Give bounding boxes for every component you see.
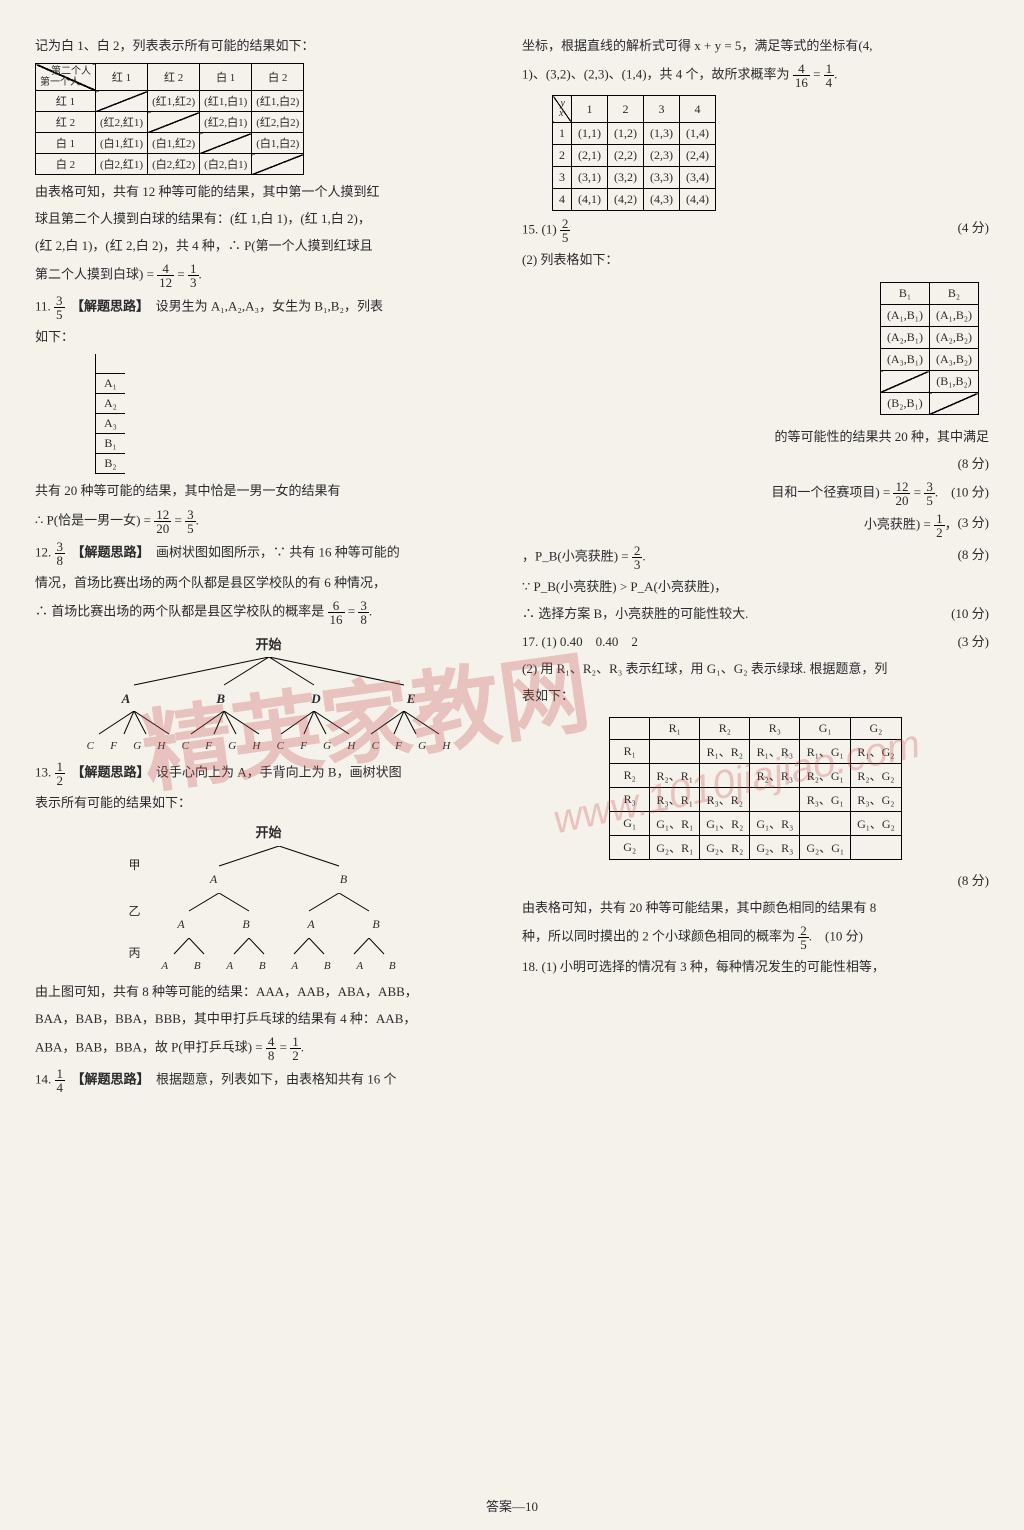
- q16-p2: ，P_B(小亮获胜) = 23.(8 分): [522, 544, 989, 571]
- two-column-layout: 记为白 1、白 2，列表表示所有可能的结果如下： 第二个人第一个人 红 1 红 …: [35, 30, 989, 1099]
- q10-p3: (红 2,白 1)，(红 2,白 2)，共 4 种，∴ P(第一个人摸到红球且: [35, 235, 502, 257]
- q11-list-table: A₁ A₂ A₃ B₁ B₂: [95, 354, 125, 474]
- q17-table: R₁R₂R₃G₁G₂ R₁R₁、R₂R₁、R₃R₁、G₁R₁、G₂ R₂R₂、R…: [609, 717, 902, 860]
- q17-2: (2) 用 R₁、R₂、R₃ 表示红球，用 G₁、G₂ 表示绿球. 根据题意，列: [522, 658, 989, 680]
- q10-col-1: 红 2: [148, 64, 200, 91]
- tree13-root: 开始: [35, 822, 502, 841]
- q15-2: (2) 列表格如下：: [522, 249, 989, 271]
- tree12-svg1: [79, 657, 459, 687]
- q17-1: 17. (1) 0.40 0.40 2(3 分): [522, 631, 989, 653]
- q10-row-1: 红 2: [36, 112, 96, 133]
- q16-p4: ∴ 选择方案 B，小亮获胜的可能性较大.(10 分): [522, 603, 989, 625]
- q15-table: B₁B₂ (A₁,B₁)(A₁,B₂) (A₂,B₁)(A₂,B₂) (A₃,B…: [880, 282, 979, 415]
- q11-p2: ∴ P(恰是一男一女) = 1220 = 35.: [35, 508, 502, 535]
- q17-2b: 表如下：: [522, 685, 989, 707]
- q10-row-3: 白 2: [36, 154, 96, 175]
- q10-col-3: 白 2: [252, 64, 304, 91]
- q12-p2: ∴ 首场比赛出场的两个队都是县区学校队的概率是 616 = 38.: [35, 599, 502, 626]
- q16-p3: ∵ P_B(小亮获胜) > P_A(小亮获胜)，: [522, 576, 989, 598]
- left-column: 记为白 1、白 2，列表表示所有可能的结果如下： 第二个人第一个人 红 1 红 …: [35, 30, 502, 1099]
- q10-p4: 第二个人摸到白球) = 412 = 13.: [35, 262, 502, 289]
- q10-table: 第二个人第一个人 红 1 红 2 白 1 白 2 红 1(红1,红2)(红1,白…: [35, 63, 304, 175]
- q17-p2: 种，所以同时摸出的 2 个小球颜色相同的概率为 25. (10 分): [522, 924, 989, 951]
- tree-q13: 开始 甲 AB 乙 ABAB 丙 ABABABAB: [35, 822, 502, 973]
- q14-header: 14. 14 【解题思路】 根据题意，列表如下，由表格知共有 16 个: [35, 1067, 502, 1094]
- q10-col-2: 白 1: [200, 64, 252, 91]
- tree12-svg2: [79, 711, 459, 736]
- q10-row-2: 白 1: [36, 133, 96, 154]
- tree-q12: 开始 ABDE CFGH CFGH CFGH CFGH: [35, 634, 502, 752]
- q14-table: yx 1234 1(1,1)(1,2)(1,3)(1,4) 2(2,1)(2,2…: [552, 95, 716, 211]
- q10-col-0: 红 1: [96, 64, 148, 91]
- q10-intro: 记为白 1、白 2，列表表示所有可能的结果如下：: [35, 35, 502, 57]
- q17-pts2: (8 分): [522, 870, 989, 892]
- q10-p1: 由表格可知，共有 12 种等可能的结果，其中第一个人摸到红: [35, 181, 502, 203]
- q11-p1: 共有 20 种等可能的结果，其中恰是一男一女的结果有: [35, 480, 502, 502]
- page-footer: 答案—10: [0, 1496, 1024, 1515]
- q12-p1: 情况，首场比赛出场的两个队都是县区学校队的有 6 种情况，: [35, 572, 502, 594]
- q16-p1: 小亮获胜) = 12，(3 分): [522, 512, 989, 539]
- q15-p1pts: (8 分): [522, 453, 989, 475]
- q13-p2: BAA，BAB，BBA，BBB，其中甲打乒乓球的结果有 4 种：AAB，: [35, 1008, 502, 1030]
- q18: 18. (1) 小明可选择的情况有 3 种，每种情况发生的可能性相等，: [522, 956, 989, 978]
- q17-p1: 由表格可知，共有 20 种等可能结果，其中颜色相同的结果有 8: [522, 897, 989, 919]
- q11-body2: 如下：: [35, 326, 502, 348]
- q15-p1: 的等可能性的结果共 20 种，其中满足: [522, 426, 989, 448]
- q13-p3: ABA，BAB，BBA，故 P(甲打乒乓球) = 48 = 12.: [35, 1035, 502, 1062]
- q11-header: 11. 35 【解题思路】 设男生为 A₁,A₂,A₃，女生为 B₁,B₂，列表: [35, 294, 502, 321]
- q10-p2: 球且第二个人摸到白球的结果有：(红 1,白 1)，(红 1,白 2)，: [35, 208, 502, 230]
- tree12-root: 开始: [35, 634, 502, 653]
- q14-p2r: 1)、(3,2)、(2,3)、(1,4)，共 4 个，故所求概率为 416 = …: [522, 62, 989, 89]
- q13-header: 13. 12 【解题思路】 设手心向上为 A，手背向上为 B，画树状图: [35, 760, 502, 787]
- right-column: 坐标，根据直线的解析式可得 x + y = 5，满足等式的坐标有(4, 1)、(…: [522, 30, 989, 1099]
- q14-p1r: 坐标，根据直线的解析式可得 x + y = 5，满足等式的坐标有(4,: [522, 35, 989, 57]
- q15-p2: 目和一个径赛项目) = 1220 = 35. (10 分): [522, 480, 989, 507]
- q13-body2: 表示所有可能的结果如下：: [35, 792, 502, 814]
- q15-1: 15. (1) 25(4 分): [522, 217, 989, 244]
- q12-header: 12. 38 【解题思路】 画树状图如图所示，∵ 共有 16 种等可能的: [35, 540, 502, 567]
- q13-p1: 由上图可知，共有 8 种等可能的结果：AAA，AAB，ABA，ABB，: [35, 981, 502, 1003]
- q10-row-0: 红 1: [36, 91, 96, 112]
